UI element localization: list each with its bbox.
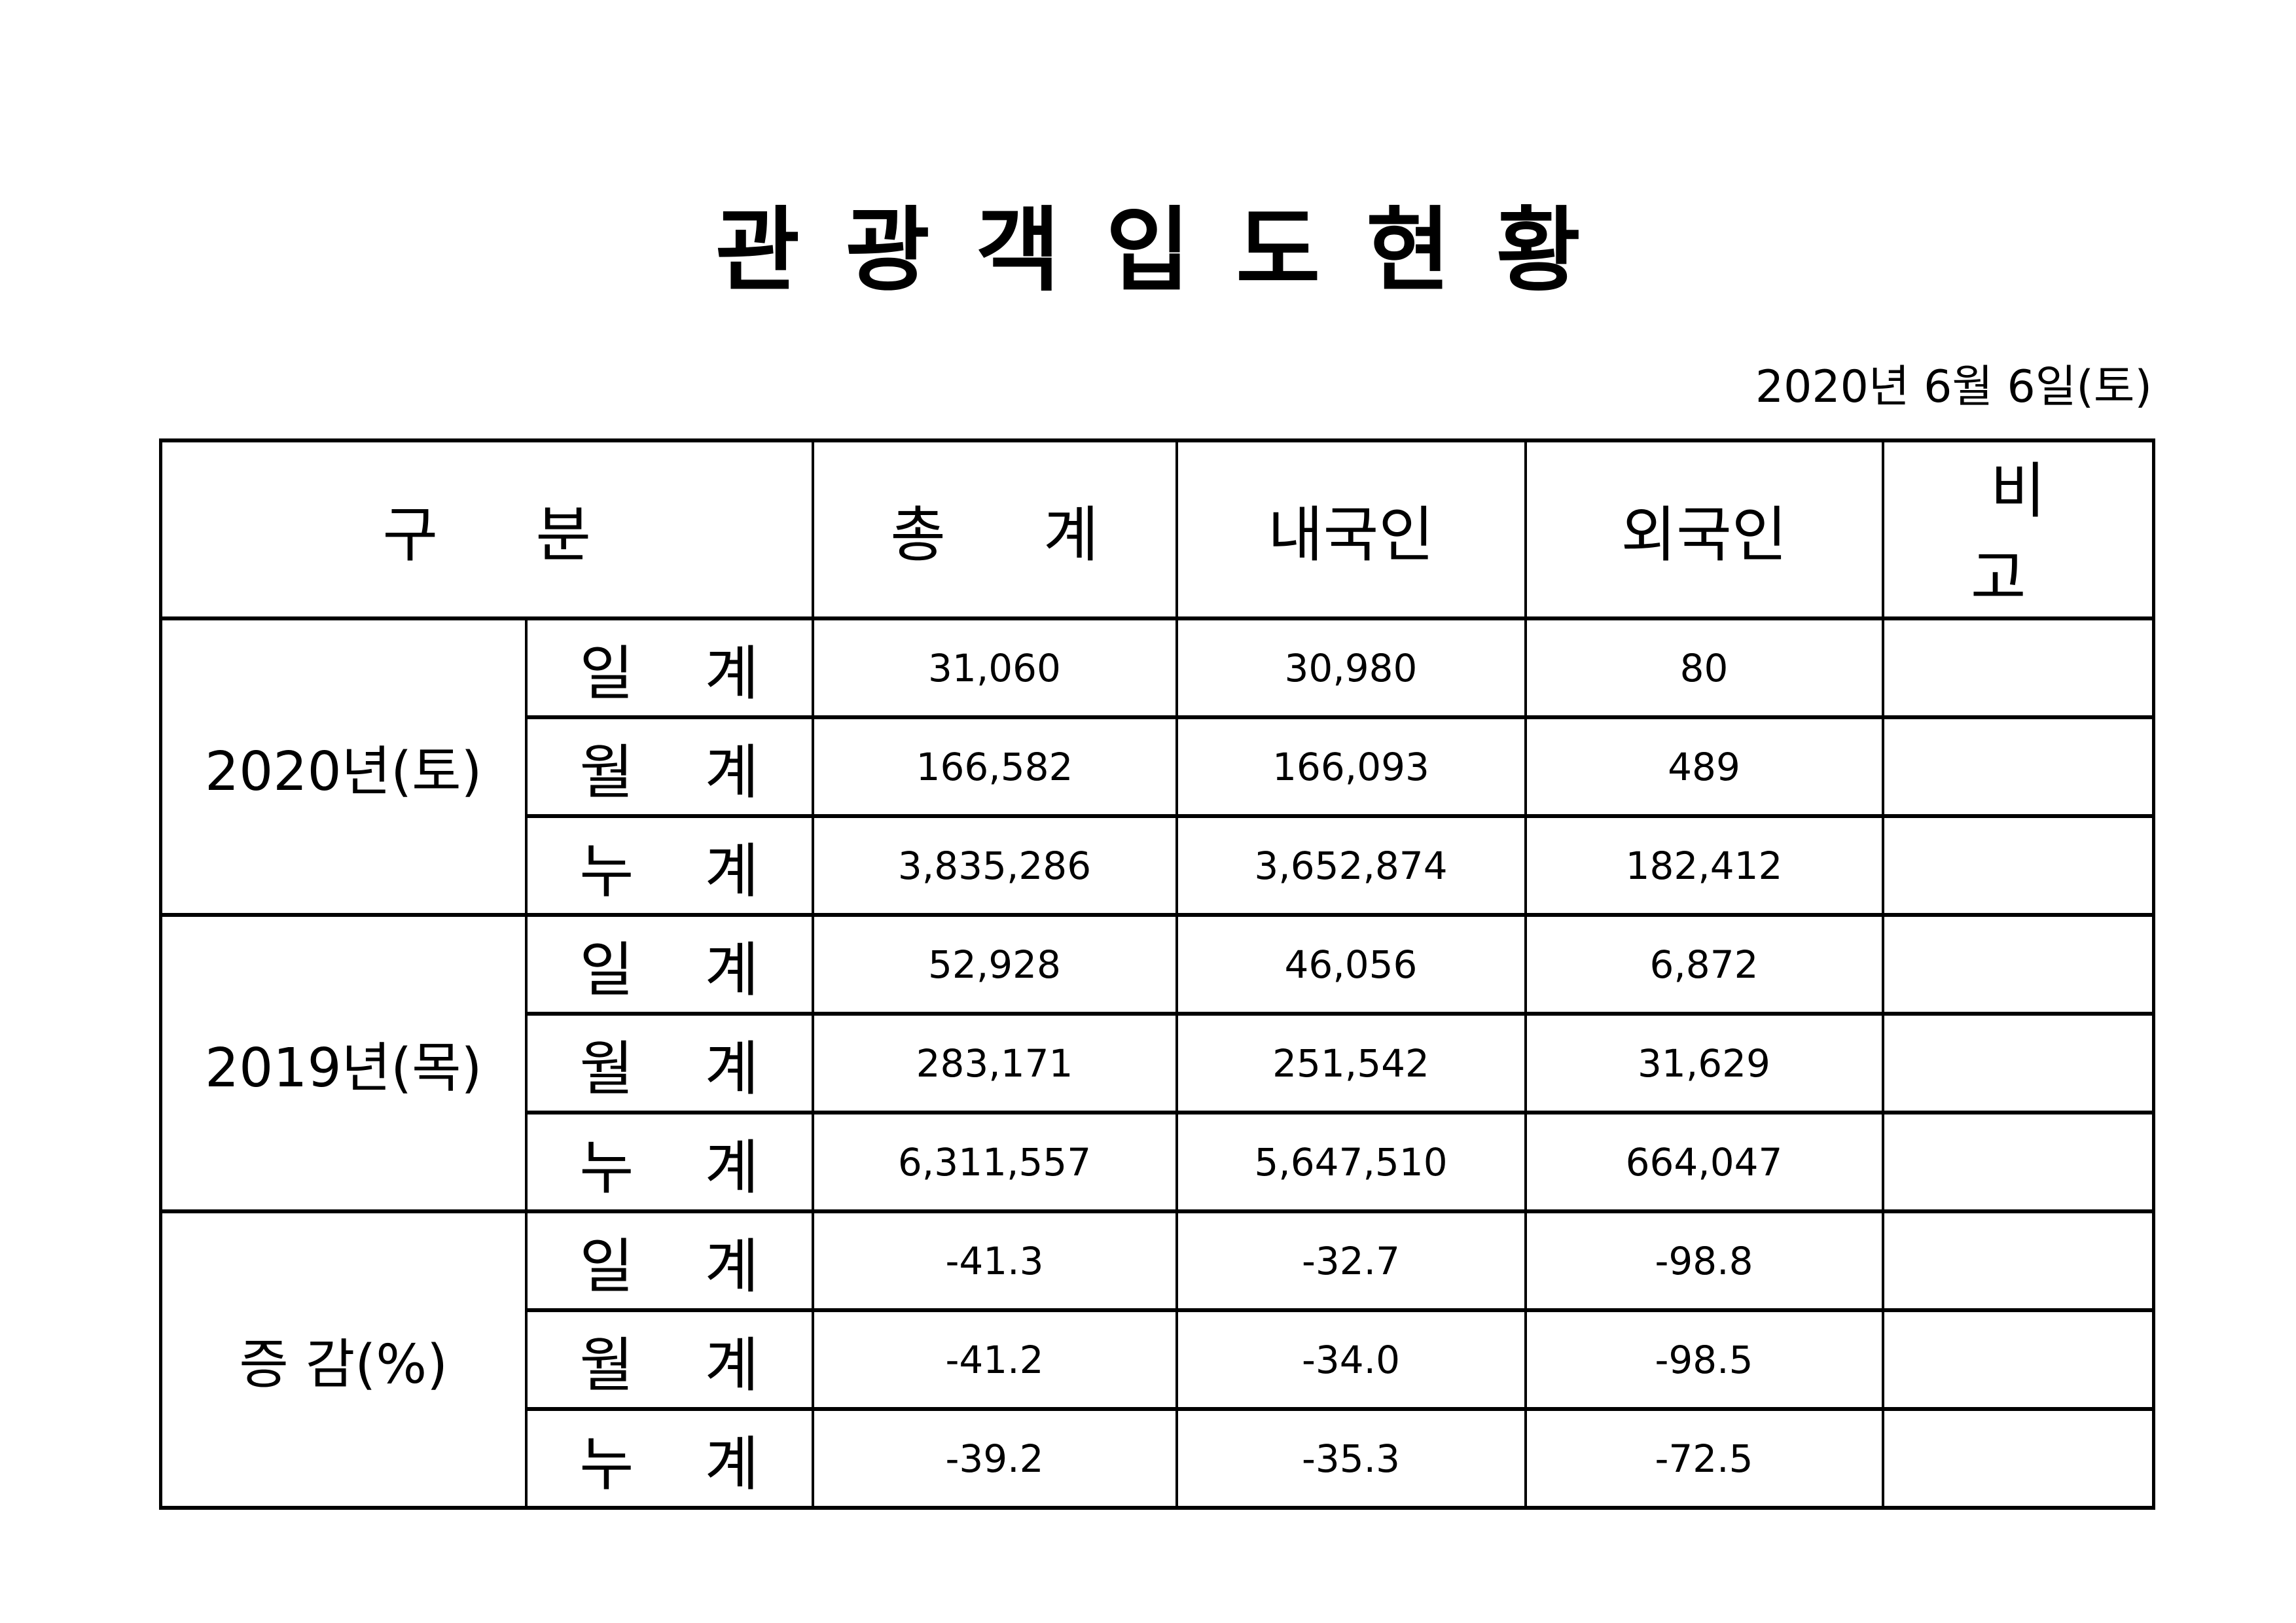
row-label: 누 계 bbox=[524, 814, 814, 917]
row-label: 월 계 bbox=[524, 715, 814, 818]
table-row: 2020년(토) 일 계 31,060 30,980 80 bbox=[159, 616, 2155, 917]
cell-total: -41.3 bbox=[811, 1209, 1178, 1312]
cell-foreign: 6,872 bbox=[1524, 913, 1884, 1016]
table-row: 2019년(목) 일 계 52,928 46,056 6,872 bbox=[159, 913, 2155, 1213]
cell-foreign: 182,412 bbox=[1524, 814, 1884, 917]
row-label: 누 계 bbox=[524, 1407, 814, 1510]
header-remarks: 비 고 bbox=[1881, 438, 2155, 620]
cell-remarks bbox=[1881, 1308, 2155, 1411]
table-row: 누 계 3,835,286 3,652,874 182,412 bbox=[161, 814, 2155, 917]
cell-domestic: -34.0 bbox=[1175, 1308, 1527, 1411]
cell-domestic: 5,647,510 bbox=[1175, 1111, 1527, 1213]
cell-remarks bbox=[1881, 1407, 2155, 1510]
table-row: 월 계 166,582 166,093 489 bbox=[161, 715, 2155, 818]
row-label: 월 계 bbox=[524, 1308, 814, 1411]
cell-domestic: -32.7 bbox=[1175, 1209, 1527, 1312]
table-row: 누 계 -39.2 -35.3 -72.5 bbox=[161, 1407, 2155, 1510]
cell-total: 31,060 bbox=[811, 616, 1178, 719]
group-label: 2020년(토) bbox=[159, 616, 528, 917]
table-row: 증 감(%) 일 계 -41.3 -32.7 -98.8 bbox=[159, 1209, 2155, 1510]
cell-total: 283,171 bbox=[811, 1012, 1178, 1115]
cell-total: 52,928 bbox=[811, 913, 1178, 1016]
cell-foreign: 80 bbox=[1524, 616, 1884, 719]
report-date: 2020년 6월 6일(토) bbox=[1755, 361, 2152, 413]
cell-total: -39.2 bbox=[811, 1407, 1178, 1510]
cell-remarks bbox=[1881, 1209, 2155, 1312]
header-category: 구 분 bbox=[159, 438, 814, 620]
cell-remarks bbox=[1881, 715, 2155, 818]
group-label: 2019년(목) bbox=[159, 913, 528, 1213]
cell-domestic: 166,093 bbox=[1175, 715, 1527, 818]
group-label: 증 감(%) bbox=[159, 1209, 528, 1510]
cell-total: 166,582 bbox=[811, 715, 1178, 818]
cell-total: -41.2 bbox=[811, 1308, 1178, 1411]
header-domestic: 내국인 bbox=[1175, 438, 1527, 620]
cell-foreign: -98.8 bbox=[1524, 1209, 1884, 1312]
cell-total: 3,835,286 bbox=[811, 814, 1178, 917]
table-row: 누 계 6,311,557 5,647,510 664,047 bbox=[161, 1111, 2155, 1213]
cell-remarks bbox=[1881, 1111, 2155, 1213]
row-label: 일 계 bbox=[524, 913, 814, 1016]
cell-foreign: -72.5 bbox=[1524, 1407, 1884, 1510]
header-total: 총 계 bbox=[811, 438, 1178, 620]
cell-domestic: 30,980 bbox=[1175, 616, 1527, 719]
row-label: 일 계 bbox=[524, 616, 814, 719]
cell-domestic: 46,056 bbox=[1175, 913, 1527, 1016]
cell-remarks bbox=[1881, 1012, 2155, 1115]
cell-total: 6,311,557 bbox=[811, 1111, 1178, 1213]
cell-foreign: 489 bbox=[1524, 715, 1884, 818]
cell-remarks bbox=[1881, 616, 2155, 719]
table-row: 월 계 283,171 251,542 31,629 bbox=[161, 1012, 2155, 1115]
cell-remarks bbox=[1881, 913, 2155, 1016]
cell-foreign: -98.5 bbox=[1524, 1308, 1884, 1411]
cell-foreign: 664,047 bbox=[1524, 1111, 1884, 1213]
cell-domestic: -35.3 bbox=[1175, 1407, 1527, 1510]
cell-foreign: 31,629 bbox=[1524, 1012, 1884, 1115]
table-row: 월 계 -41.2 -34.0 -98.5 bbox=[161, 1308, 2155, 1411]
cell-remarks bbox=[1881, 814, 2155, 917]
header-foreign: 외국인 bbox=[1524, 438, 1884, 620]
cell-domestic: 251,542 bbox=[1175, 1012, 1527, 1115]
table-header-row: 구 분 총 계 내국인 외국인 비 고 bbox=[159, 438, 2155, 620]
row-label: 월 계 bbox=[524, 1012, 814, 1115]
page-title: 관광객입도현황 bbox=[715, 198, 1626, 304]
cell-domestic: 3,652,874 bbox=[1175, 814, 1527, 917]
tourist-arrivals-table: 구 분 총 계 내국인 외국인 비 고 2020년(토) 일 계 31,060 30,… bbox=[159, 438, 2155, 1510]
row-label: 일 계 bbox=[524, 1209, 814, 1312]
row-label: 누 계 bbox=[524, 1111, 814, 1213]
